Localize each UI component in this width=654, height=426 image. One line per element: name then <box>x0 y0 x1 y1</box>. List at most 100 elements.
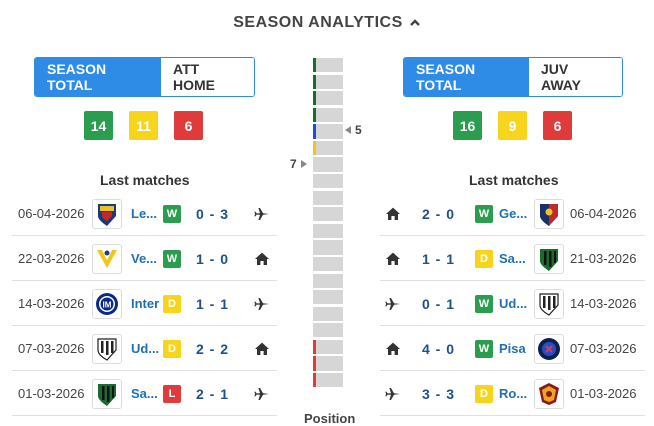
pisa-logo <box>534 333 564 364</box>
match-date: 06-04-2026 <box>18 206 85 221</box>
result-badge: L <box>163 384 181 403</box>
right-season-total-button[interactable]: SEASON TOTAL <box>404 58 529 96</box>
match-row[interactable]: 2 - 0 W Ge... 06-04-2026 <box>380 192 645 236</box>
result-badge: D <box>475 384 493 403</box>
team-name[interactable]: Le... <box>131 206 158 221</box>
match-row[interactable]: 4 - 0 W Pisa 07-03-2026 <box>380 327 645 371</box>
match-score: 0 - 1 <box>422 295 456 312</box>
position-slot <box>313 124 343 139</box>
zone-marker <box>313 58 316 73</box>
section-header[interactable]: SEASON ANALYTICS <box>0 10 654 36</box>
match-date: 01-03-2026 <box>18 386 85 401</box>
match-row[interactable]: 3 - 3 D Ro... 01-03-2026 <box>380 372 645 416</box>
right-juv-away-button[interactable]: JUV AWAY <box>529 58 622 96</box>
genoa-logo <box>534 198 564 229</box>
triangle-right-icon <box>300 160 307 168</box>
position-slot <box>313 240 343 255</box>
result-badge: D <box>163 339 181 358</box>
match-row[interactable]: 14-03-2026 IM Inter D 1 - 1 <box>12 282 277 326</box>
position-slot <box>313 174 343 189</box>
match-row[interactable]: 06-04-2026 Le... W 0 - 3 <box>12 192 277 236</box>
match-score: 2 - 1 <box>196 385 230 402</box>
team-name[interactable]: Pisa <box>499 341 526 356</box>
position-slot <box>313 140 343 156</box>
zone-marker <box>313 356 316 371</box>
match-score: 4 - 0 <box>422 340 456 357</box>
right-last-matches-title: Last matches <box>469 172 559 188</box>
right-toggle: SEASON TOTAL JUV AWAY <box>403 57 623 97</box>
match-date: 06-04-2026 <box>570 206 637 221</box>
right-summary: 16 9 6 <box>453 111 572 140</box>
zone-marker <box>313 91 316 106</box>
position-slot <box>313 157 343 172</box>
airplane-icon <box>385 296 401 317</box>
result-badge: D <box>163 294 181 313</box>
udinese-logo <box>534 288 564 319</box>
match-date: 14-03-2026 <box>18 296 85 311</box>
home-icon <box>385 341 401 362</box>
position-label: Position <box>304 411 356 426</box>
team-name[interactable]: Ge... <box>499 206 528 221</box>
result-badge: W <box>475 204 493 223</box>
team-name[interactable]: Ro... <box>499 386 528 401</box>
match-date: 22-03-2026 <box>18 251 85 266</box>
zone-marker <box>313 124 316 139</box>
right-position-indicator: 5 <box>344 123 362 137</box>
zone-marker <box>313 107 316 122</box>
match-row[interactable]: 0 - 1 W Ud... 14-03-2026 <box>380 282 645 326</box>
airplane-icon <box>385 386 401 407</box>
losses-badge: 6 <box>543 111 572 140</box>
left-position-indicator: 7 <box>290 157 308 171</box>
position-slot <box>313 223 343 238</box>
svg-text:IM: IM <box>103 300 112 309</box>
airplane-icon <box>254 296 270 317</box>
chevron-up-icon[interactable] <box>409 17 421 29</box>
match-score: 1 - 1 <box>196 295 230 312</box>
left-toggle: SEASON TOTAL ATT HOME <box>34 57 255 97</box>
position-slot <box>313 207 343 222</box>
position-slot <box>313 107 343 122</box>
team-name[interactable]: Sa... <box>131 386 158 401</box>
match-score: 0 - 3 <box>196 205 230 222</box>
left-att-home-button[interactable]: ATT HOME <box>161 58 254 96</box>
left-season-total-button[interactable]: SEASON TOTAL <box>35 58 161 96</box>
team-name[interactable]: Sa... <box>499 251 526 266</box>
position-slot <box>313 372 343 388</box>
match-date: 14-03-2026 <box>570 296 637 311</box>
position-slot <box>313 256 343 272</box>
match-row[interactable]: 07-03-2026 Ud... D 2 - 2 <box>12 327 277 371</box>
wins-badge: 14 <box>84 111 113 140</box>
zone-marker <box>313 74 316 89</box>
draws-badge: 9 <box>498 111 527 140</box>
match-date: 01-03-2026 <box>570 386 637 401</box>
team-name[interactable]: Ud... <box>499 296 528 311</box>
left-position-value: 7 <box>290 157 297 171</box>
inter-logo: IM <box>92 288 122 319</box>
airplane-icon <box>254 206 270 227</box>
result-badge: W <box>475 339 493 358</box>
match-row[interactable]: 1 - 1 D Sa... 21-03-2026 <box>380 237 645 281</box>
match-row[interactable]: 01-03-2026 Sa... L 2 - 1 <box>12 372 277 416</box>
team-name[interactable]: Ve... <box>131 251 158 266</box>
verona-logo <box>92 243 122 274</box>
team-name[interactable]: Inter <box>131 296 160 311</box>
home-icon <box>385 206 401 227</box>
left-last-matches-title: Last matches <box>100 172 190 188</box>
left-summary: 14 11 6 <box>84 111 203 140</box>
wins-badge: 16 <box>453 111 482 140</box>
position-slot <box>313 74 343 89</box>
result-badge: W <box>163 204 181 223</box>
draws-badge: 11 <box>129 111 158 140</box>
result-badge: D <box>475 249 493 268</box>
sassuolo-logo <box>534 243 564 274</box>
position-column <box>313 58 343 390</box>
airplane-icon <box>254 386 270 407</box>
position-slot <box>313 323 343 338</box>
match-row[interactable]: 22-03-2026 Ve... W 1 - 0 <box>12 237 277 281</box>
team-name[interactable]: Ud... <box>131 341 160 356</box>
position-slot <box>313 91 343 106</box>
right-position-value: 5 <box>355 123 362 137</box>
triangle-left-icon <box>345 126 351 134</box>
position-slot <box>313 356 343 371</box>
zone-marker <box>313 372 316 388</box>
